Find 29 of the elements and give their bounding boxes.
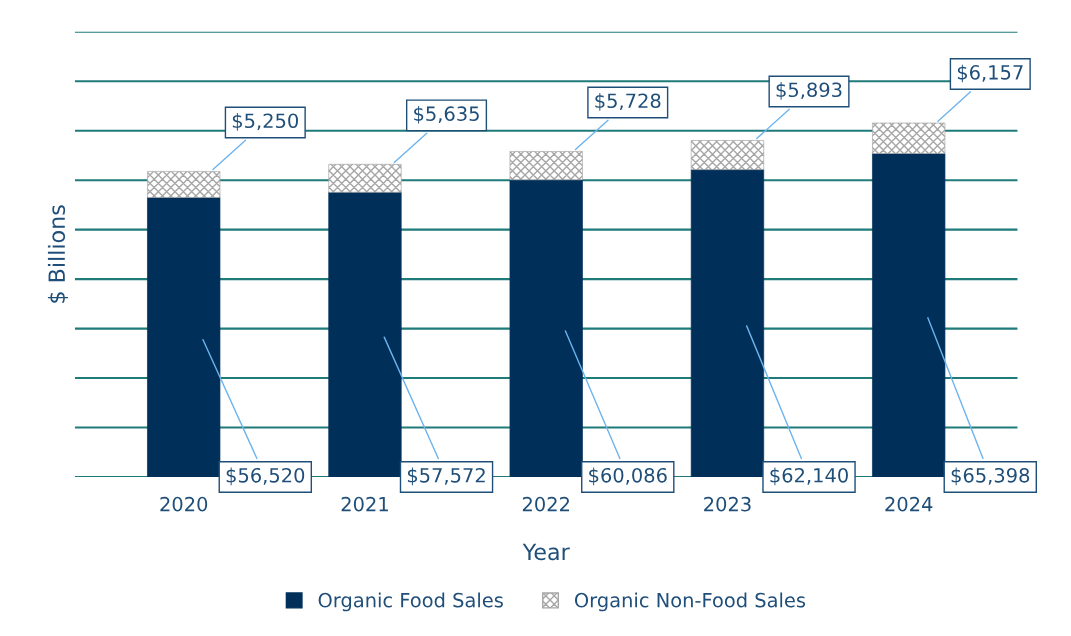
data-label: $56,520 bbox=[226, 467, 305, 486]
y-axis-title: $ Billions bbox=[47, 205, 69, 303]
x-tick-label: 2020 bbox=[160, 496, 208, 512]
data-label: $62,140 bbox=[770, 467, 848, 486]
bar bbox=[872, 122, 946, 154]
bar bbox=[147, 171, 221, 198]
data-label: $60,086 bbox=[589, 467, 667, 486]
x-tick-label: 2022 bbox=[522, 496, 569, 512]
legend-label: Organic Non-Food Sales bbox=[574, 592, 806, 612]
data-label: $5,635 bbox=[414, 105, 479, 124]
data-label: $5,728 bbox=[595, 93, 661, 111]
bar bbox=[872, 153, 946, 477]
bar bbox=[328, 163, 402, 193]
bar bbox=[509, 151, 583, 181]
x-tick-label: 2021 bbox=[341, 496, 388, 512]
data-label: $5,250 bbox=[232, 113, 299, 131]
bar bbox=[509, 179, 583, 477]
bar bbox=[690, 169, 765, 477]
x-tick-label: 2023 bbox=[704, 496, 751, 512]
data-label: $65,398 bbox=[951, 467, 1030, 486]
x-axis-title: Year bbox=[522, 543, 570, 561]
bar bbox=[328, 191, 402, 477]
bar bbox=[690, 140, 765, 170]
data-label: $57,572 bbox=[407, 467, 485, 486]
data-label: $5,893 bbox=[776, 82, 842, 100]
bar bbox=[147, 197, 221, 477]
data-label: $6,157 bbox=[957, 64, 1023, 83]
legend-label: Organic Food Sales bbox=[318, 592, 503, 612]
x-tick-label: 2024 bbox=[885, 496, 933, 512]
